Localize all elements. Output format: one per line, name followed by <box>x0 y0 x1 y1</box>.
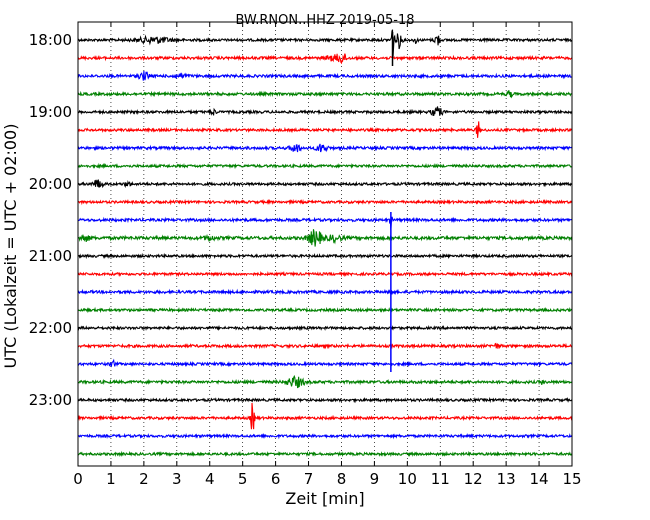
trace-2030 <box>77 216 573 230</box>
trace-1845 <box>77 90 573 99</box>
trace-2230 <box>77 358 573 368</box>
trace-2115 <box>77 270 573 278</box>
trace-2330 <box>77 432 573 440</box>
trace-2000 <box>77 179 573 189</box>
y-axis-label: UTC (Lokalzeit = UTC + 02:00) <box>1 124 20 369</box>
x-tick-label: 12 <box>464 470 483 488</box>
x-tick-label: 11 <box>431 470 450 488</box>
trace-2130 <box>77 288 573 296</box>
trace-2200 <box>77 324 573 332</box>
plot-frame <box>77 21 573 467</box>
trace-group <box>77 29 573 458</box>
trace-1930 <box>77 143 573 153</box>
x-tick-label: 6 <box>271 470 281 488</box>
x-tick-label: 13 <box>497 470 516 488</box>
x-tick-label: 3 <box>172 470 182 488</box>
x-axis-label: Zeit [min] <box>285 489 364 508</box>
trace-1915 <box>77 121 573 138</box>
x-tick-label: 15 <box>562 470 581 488</box>
y-tick-label: 19:00 <box>29 103 72 121</box>
trace-2245 <box>77 374 573 389</box>
trace-2215 <box>77 342 573 350</box>
trace-1900 <box>77 106 573 117</box>
x-tick-label: 14 <box>530 470 549 488</box>
x-tick-label: 9 <box>370 470 380 488</box>
x-tick-label: 4 <box>205 470 215 488</box>
x-tick-label: 7 <box>304 470 314 488</box>
x-tick-label: 10 <box>398 470 417 488</box>
x-tick-label: 0 <box>73 470 83 488</box>
trace-1945 <box>77 162 573 170</box>
trace-2045 <box>77 229 573 247</box>
trace-2315 <box>77 402 573 430</box>
trace-2145 <box>77 306 573 314</box>
y-axis-ticks: 18:00 19:00 20:00 21:00 22:00 23:00 <box>29 31 83 409</box>
x-tick-label: 2 <box>139 470 149 488</box>
trace-2345 <box>77 450 573 458</box>
trace-2300 <box>77 396 573 404</box>
x-tick-label: 8 <box>337 470 347 488</box>
y-tick-label: 20:00 <box>29 175 72 193</box>
trace-2015 <box>77 198 573 206</box>
x-tick-label: 5 <box>238 470 248 488</box>
trace-1815 <box>77 53 573 65</box>
trace-1800 <box>77 29 573 57</box>
chart-title: BW.RNON..HHZ 2019-05-18 <box>235 13 414 28</box>
trace-2100 <box>77 252 573 260</box>
y-tick-label: 21:00 <box>29 247 72 265</box>
y-tick-label: 18:00 <box>29 31 72 49</box>
trace-1830 <box>77 70 573 81</box>
x-tick-label: 1 <box>106 470 116 488</box>
x-axis-ticks: 0 1 2 3 4 5 6 7 8 9 10 11 12 13 14 15 <box>73 22 582 488</box>
y-tick-label: 22:00 <box>29 319 72 337</box>
y-tick-label: 23:00 <box>29 391 72 409</box>
spike-group <box>390 32 394 372</box>
